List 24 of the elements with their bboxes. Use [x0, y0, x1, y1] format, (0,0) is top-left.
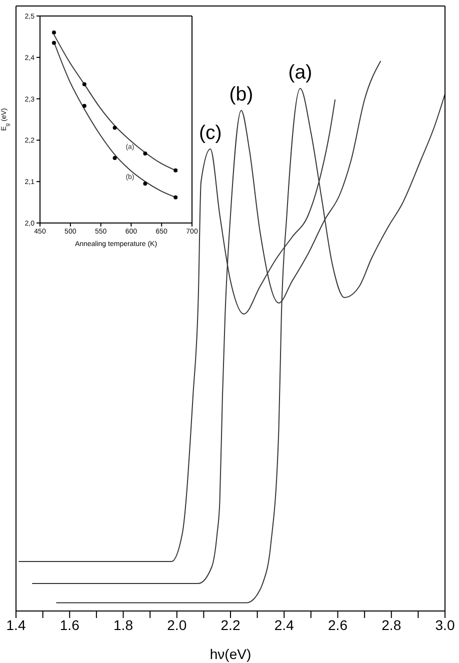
line-series	[53, 42, 176, 198]
series-label: (a)	[288, 62, 312, 84]
x-tick-label: 3.0	[435, 616, 455, 633]
point	[52, 40, 56, 45]
x-tick-label: 1.6	[60, 616, 80, 633]
x-tick-label: 2.4	[274, 616, 294, 633]
series-label: (b)	[229, 84, 254, 106]
point	[174, 168, 178, 172]
x-tick-label: 2.2	[220, 616, 240, 633]
point	[143, 182, 148, 186]
point	[52, 30, 56, 35]
x-tick-label: 2.6	[328, 616, 348, 633]
point	[174, 195, 178, 200]
point	[143, 151, 148, 156]
x-axis-title: hν(eV)	[210, 646, 252, 662]
x-tick-label: 2.8	[382, 616, 402, 633]
point	[82, 82, 86, 86]
x-tick-label: 2.0	[167, 616, 187, 633]
point	[112, 156, 117, 160]
x-tick-label: 1.8	[114, 616, 134, 633]
point	[82, 104, 86, 108]
series-label: (c)	[198, 122, 222, 144]
point	[112, 126, 117, 130]
x-tick-label: 1.4	[6, 616, 26, 633]
